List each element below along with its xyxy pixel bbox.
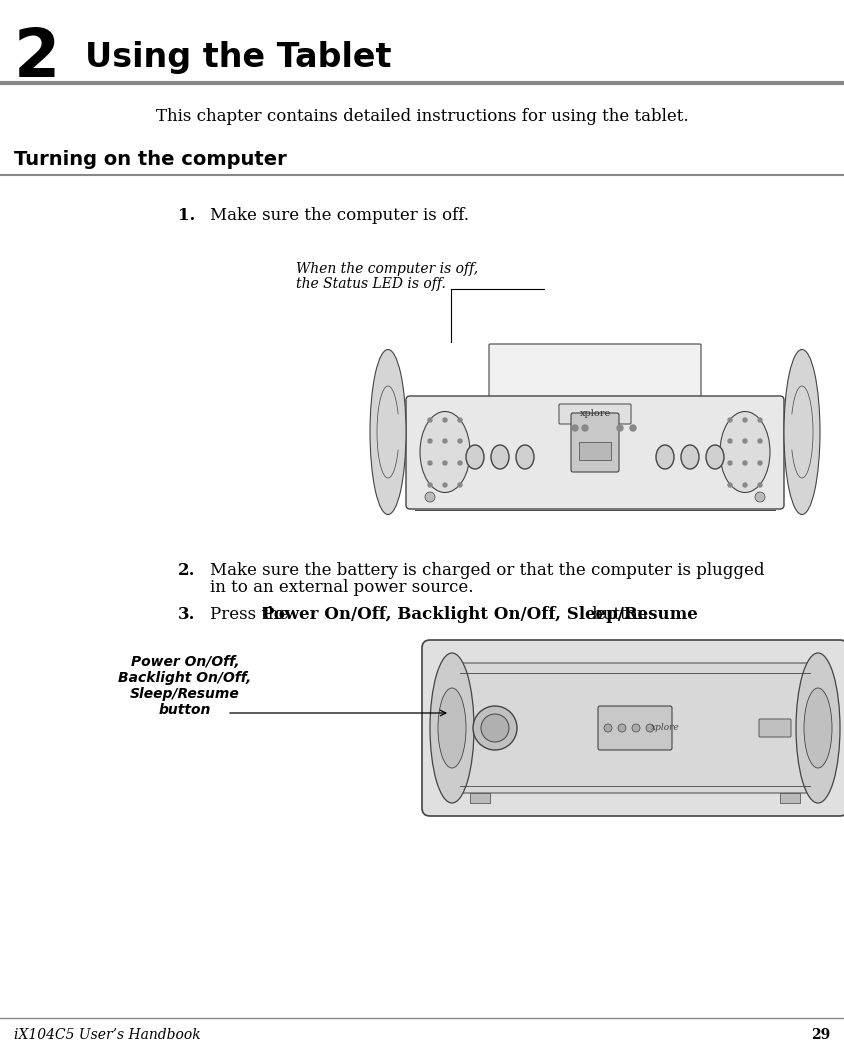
Text: Make sure the battery is charged or that the computer is plugged: Make sure the battery is charged or that… — [210, 562, 765, 579]
Ellipse shape — [420, 411, 470, 492]
Circle shape — [758, 439, 762, 443]
Text: When the computer is off,: When the computer is off, — [296, 262, 478, 276]
Circle shape — [743, 461, 747, 465]
Circle shape — [443, 483, 447, 487]
Circle shape — [743, 439, 747, 443]
Text: 2: 2 — [14, 25, 60, 91]
Text: Press the: Press the — [210, 606, 294, 623]
Ellipse shape — [370, 350, 406, 514]
Ellipse shape — [656, 445, 674, 469]
Text: xplore: xplore — [579, 409, 610, 418]
Text: 3.: 3. — [177, 606, 195, 623]
Circle shape — [728, 439, 732, 443]
Circle shape — [458, 418, 462, 422]
Circle shape — [604, 723, 612, 732]
Circle shape — [755, 492, 765, 502]
Circle shape — [758, 483, 762, 487]
Circle shape — [743, 418, 747, 422]
Circle shape — [630, 425, 636, 431]
Text: xplore: xplore — [651, 723, 679, 733]
Text: This chapter contains detailed instructions for using the tablet.: This chapter contains detailed instructi… — [155, 108, 689, 125]
Text: 1.: 1. — [177, 207, 195, 224]
Text: in to an external power source.: in to an external power source. — [210, 579, 473, 596]
FancyBboxPatch shape — [780, 793, 800, 803]
Circle shape — [428, 483, 432, 487]
Circle shape — [443, 461, 447, 465]
Ellipse shape — [796, 653, 840, 803]
Circle shape — [428, 439, 432, 443]
Circle shape — [458, 439, 462, 443]
Ellipse shape — [491, 445, 509, 469]
Ellipse shape — [681, 445, 699, 469]
FancyBboxPatch shape — [598, 706, 672, 750]
Circle shape — [443, 418, 447, 422]
FancyBboxPatch shape — [571, 413, 619, 472]
FancyBboxPatch shape — [445, 663, 825, 793]
Text: 29: 29 — [811, 1029, 830, 1041]
Circle shape — [728, 483, 732, 487]
FancyBboxPatch shape — [470, 793, 490, 803]
Ellipse shape — [466, 445, 484, 469]
FancyBboxPatch shape — [759, 719, 791, 737]
Text: Power On/Off, Backlight On/Off, Sleep/Resume: Power On/Off, Backlight On/Off, Sleep/Re… — [262, 606, 698, 623]
Ellipse shape — [804, 688, 832, 768]
Text: Power On/Off,: Power On/Off, — [131, 655, 240, 669]
Circle shape — [617, 425, 623, 431]
Text: button.: button. — [587, 606, 652, 623]
Text: the Status LED is off.: the Status LED is off. — [296, 277, 446, 291]
Circle shape — [458, 483, 462, 487]
Circle shape — [758, 461, 762, 465]
Text: iX104C5 User’s Handbook: iX104C5 User’s Handbook — [14, 1029, 201, 1041]
Ellipse shape — [784, 350, 820, 514]
Circle shape — [632, 723, 640, 732]
FancyBboxPatch shape — [406, 396, 784, 509]
Circle shape — [473, 706, 517, 750]
Circle shape — [428, 418, 432, 422]
Ellipse shape — [438, 688, 466, 768]
Circle shape — [618, 723, 626, 732]
Text: button: button — [159, 703, 211, 717]
Circle shape — [443, 439, 447, 443]
Circle shape — [425, 492, 435, 502]
Ellipse shape — [430, 653, 474, 803]
Circle shape — [728, 461, 732, 465]
Circle shape — [572, 425, 578, 431]
Circle shape — [646, 723, 654, 732]
Ellipse shape — [706, 445, 724, 469]
FancyBboxPatch shape — [422, 640, 844, 816]
Circle shape — [743, 483, 747, 487]
Circle shape — [481, 714, 509, 742]
Circle shape — [582, 425, 588, 431]
Circle shape — [458, 461, 462, 465]
Ellipse shape — [516, 445, 534, 469]
Text: Backlight On/Off,: Backlight On/Off, — [118, 671, 252, 685]
FancyBboxPatch shape — [579, 442, 611, 460]
Text: Turning on the computer: Turning on the computer — [14, 150, 287, 169]
FancyBboxPatch shape — [489, 344, 701, 401]
Circle shape — [728, 418, 732, 422]
Circle shape — [758, 418, 762, 422]
Text: Using the Tablet: Using the Tablet — [85, 42, 392, 75]
Text: 2.: 2. — [177, 562, 195, 579]
Text: Make sure the computer is off.: Make sure the computer is off. — [210, 207, 469, 224]
FancyBboxPatch shape — [559, 404, 631, 424]
Circle shape — [428, 461, 432, 465]
Ellipse shape — [720, 411, 770, 492]
Text: Sleep/Resume: Sleep/Resume — [130, 687, 240, 701]
